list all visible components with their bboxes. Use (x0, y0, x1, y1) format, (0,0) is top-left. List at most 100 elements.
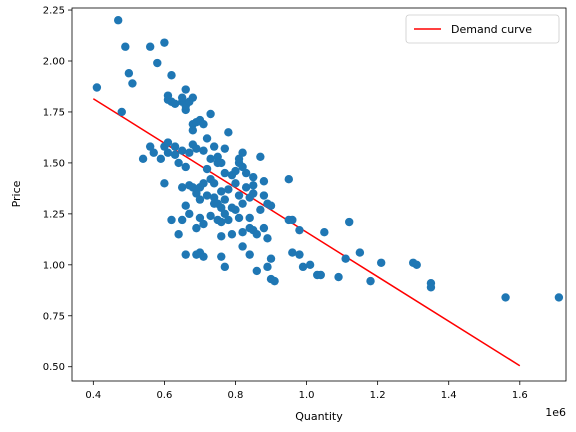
scatter-point (199, 146, 208, 155)
scatter-point (217, 158, 226, 168)
scatter-point (298, 262, 308, 272)
scatter-point (199, 119, 208, 129)
scatter-point (202, 164, 212, 174)
plot-frame (71, 7, 567, 382)
y-tick-label: 1.25 (43, 209, 65, 220)
scatter-point (128, 79, 137, 88)
legend-box (405, 14, 560, 44)
scatter-point (266, 254, 276, 263)
scatter-point (199, 252, 208, 261)
x-tick-label: 1.0 (299, 390, 315, 401)
scatter-point (345, 217, 354, 227)
scatter-point (259, 191, 269, 200)
scatter-point (241, 168, 251, 178)
scatter-point (263, 262, 272, 272)
y-tick-label: 2.00 (43, 56, 65, 67)
scatter-point (206, 154, 215, 164)
scatter-point (266, 201, 276, 210)
scatter-point (170, 142, 180, 151)
scatter-point (192, 223, 201, 233)
y-axis-label: Price (10, 180, 23, 207)
scatter-point (249, 172, 258, 182)
scatter-point (252, 266, 262, 276)
scatter-point (305, 260, 315, 270)
scatter-point (192, 144, 201, 153)
scatter-point (149, 148, 158, 157)
scatter-point (234, 154, 244, 164)
x-axis: 0.4 0.6 0.8 1.0 1.2 1.4 1.6 (85, 381, 528, 401)
x-axis-label: Quantity (295, 410, 343, 423)
scatter-point (206, 109, 215, 119)
scatter-point (117, 107, 126, 117)
scatter-point (114, 16, 123, 25)
scatter-point (295, 225, 304, 235)
scatter-point (121, 42, 130, 51)
scatter-point (341, 254, 350, 263)
scatter-point (224, 215, 233, 225)
scatter-point (181, 162, 190, 172)
scatter-point (177, 215, 187, 225)
scatter-point (145, 142, 155, 151)
scatter-point (224, 185, 233, 194)
y-tick-label: 0.50 (43, 362, 65, 373)
scatter-point (376, 258, 386, 267)
legend-label: Demand curve (451, 23, 532, 36)
scatter-point (199, 179, 208, 188)
x-tick-label: 0.8 (228, 390, 244, 401)
scatter-point (554, 293, 564, 302)
scatter-point (195, 195, 205, 204)
scatter-point (238, 242, 247, 251)
scatter-point (412, 260, 421, 270)
y-tick-label: 2.25 (43, 6, 65, 17)
scatter-point (206, 211, 215, 221)
scatter-point (188, 93, 198, 102)
scatter-point (241, 183, 251, 192)
scatter-point (270, 276, 279, 286)
scatter-point (163, 91, 173, 100)
scatter-point (163, 138, 173, 147)
x-tick-label: 0.4 (85, 390, 101, 401)
y-tick-label: 1.50 (43, 158, 65, 169)
scatter-point (217, 217, 226, 227)
scatter-point (501, 293, 510, 302)
scatter-point (181, 201, 190, 210)
scatter-point (188, 126, 198, 135)
scatter-point (288, 248, 297, 257)
scatter-point (231, 179, 240, 188)
scatter-point (245, 250, 254, 259)
scatter-point (245, 213, 254, 223)
scatter-point (160, 179, 169, 188)
scatter-point (177, 146, 187, 155)
scatter-point (209, 142, 219, 151)
scatter-point (163, 148, 173, 157)
legend: Demand curve (405, 14, 560, 44)
scatter-point (217, 252, 226, 261)
y-tick-label: 1.75 (43, 107, 65, 118)
scatter-point (316, 270, 325, 280)
scatter-point (188, 183, 198, 192)
y-tick-label: 0.75 (43, 311, 65, 322)
scatter-point (138, 154, 148, 164)
scatter-point (231, 166, 240, 176)
points-layer (92, 16, 564, 302)
scatter-point (174, 158, 183, 168)
scatter-point (167, 71, 176, 80)
scatter-point (199, 219, 208, 229)
scatter-point (92, 83, 102, 92)
scatter-point (145, 42, 155, 51)
scatter-point (284, 175, 293, 184)
scatter-point (288, 215, 297, 225)
scatter-point (220, 262, 230, 272)
x-offset-label: 1e6 (545, 406, 566, 419)
scatter-point (174, 230, 183, 239)
scatter-point (320, 228, 329, 237)
scatter-point (249, 181, 258, 190)
scatter-point (224, 128, 233, 137)
scatter-point (124, 69, 134, 78)
scatter-point (259, 177, 269, 186)
scatter-point (213, 152, 222, 161)
scatter-point (256, 152, 265, 161)
scatter-point (156, 154, 166, 164)
scatter-point (153, 58, 162, 68)
